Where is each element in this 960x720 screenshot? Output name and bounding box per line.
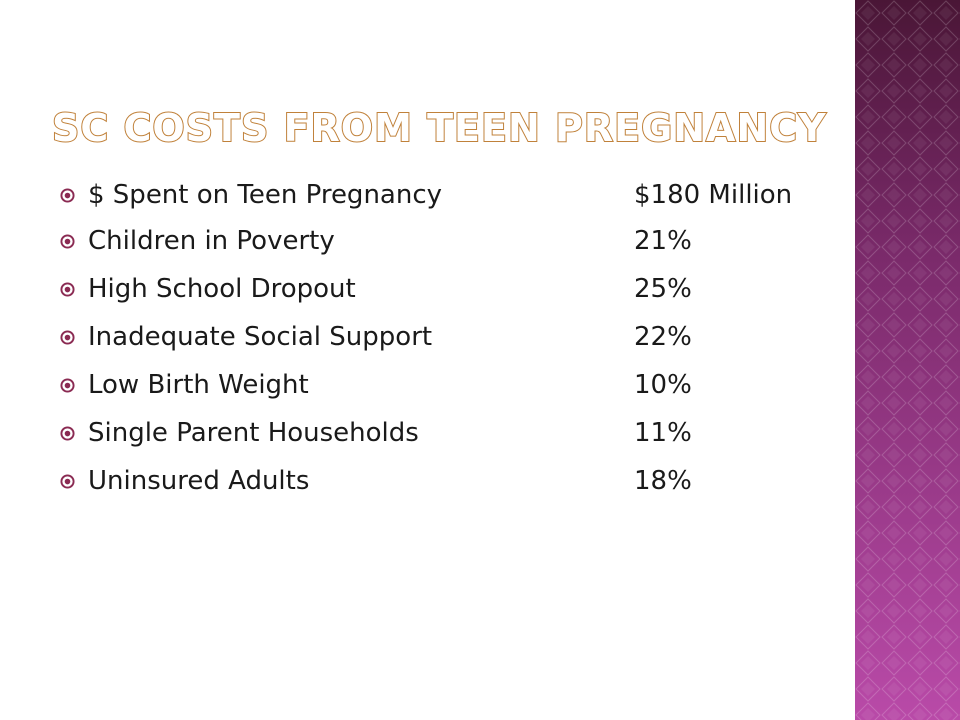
slide-title: SC Costs from Teen Pregnancy bbox=[51, 104, 842, 152]
list-item: Low Birth Weight 10% bbox=[60, 368, 840, 402]
list-item: $ Spent on Teen Pregnancy $180 Million bbox=[60, 178, 840, 212]
list-item: Uninsured Adults 18% bbox=[60, 464, 840, 498]
circled-target-icon bbox=[60, 426, 75, 441]
item-value: 18% bbox=[634, 466, 692, 496]
bullet-list: $ Spent on Teen Pregnancy $180 Million Ch… bbox=[60, 178, 840, 512]
list-item: Single Parent Households 11% bbox=[60, 416, 840, 450]
slide-title-text: SC Costs from Teen Pregnancy bbox=[51, 105, 827, 151]
list-item: Inadequate Social Support 22% bbox=[60, 320, 840, 354]
item-value: 22% bbox=[634, 322, 692, 352]
item-value: $180 Million bbox=[634, 180, 793, 210]
item-value: 21% bbox=[634, 226, 692, 256]
item-value: 11% bbox=[634, 418, 692, 448]
item-label: Low Birth Weight bbox=[88, 370, 309, 400]
circled-target-icon bbox=[60, 282, 75, 297]
item-label: Uninsured Adults bbox=[88, 466, 310, 496]
circled-target-icon bbox=[60, 234, 75, 249]
list-item: Children in Poverty 21% bbox=[60, 224, 840, 258]
diamond-pattern bbox=[855, 0, 960, 720]
item-label: High School Dropout bbox=[88, 274, 356, 304]
item-value: 10% bbox=[634, 370, 692, 400]
item-label: Children in Poverty bbox=[88, 226, 335, 256]
item-label: Single Parent Households bbox=[88, 418, 419, 448]
circled-target-icon bbox=[60, 378, 75, 393]
circled-target-icon bbox=[60, 188, 75, 203]
circled-target-icon bbox=[60, 330, 75, 345]
item-label: $ Spent on Teen Pregnancy bbox=[88, 180, 443, 210]
list-item: High School Dropout 25% bbox=[60, 272, 840, 306]
circled-target-icon bbox=[60, 474, 75, 489]
item-label: Inadequate Social Support bbox=[88, 322, 433, 352]
decorative-side-band bbox=[855, 0, 960, 720]
item-value: 25% bbox=[634, 274, 692, 304]
